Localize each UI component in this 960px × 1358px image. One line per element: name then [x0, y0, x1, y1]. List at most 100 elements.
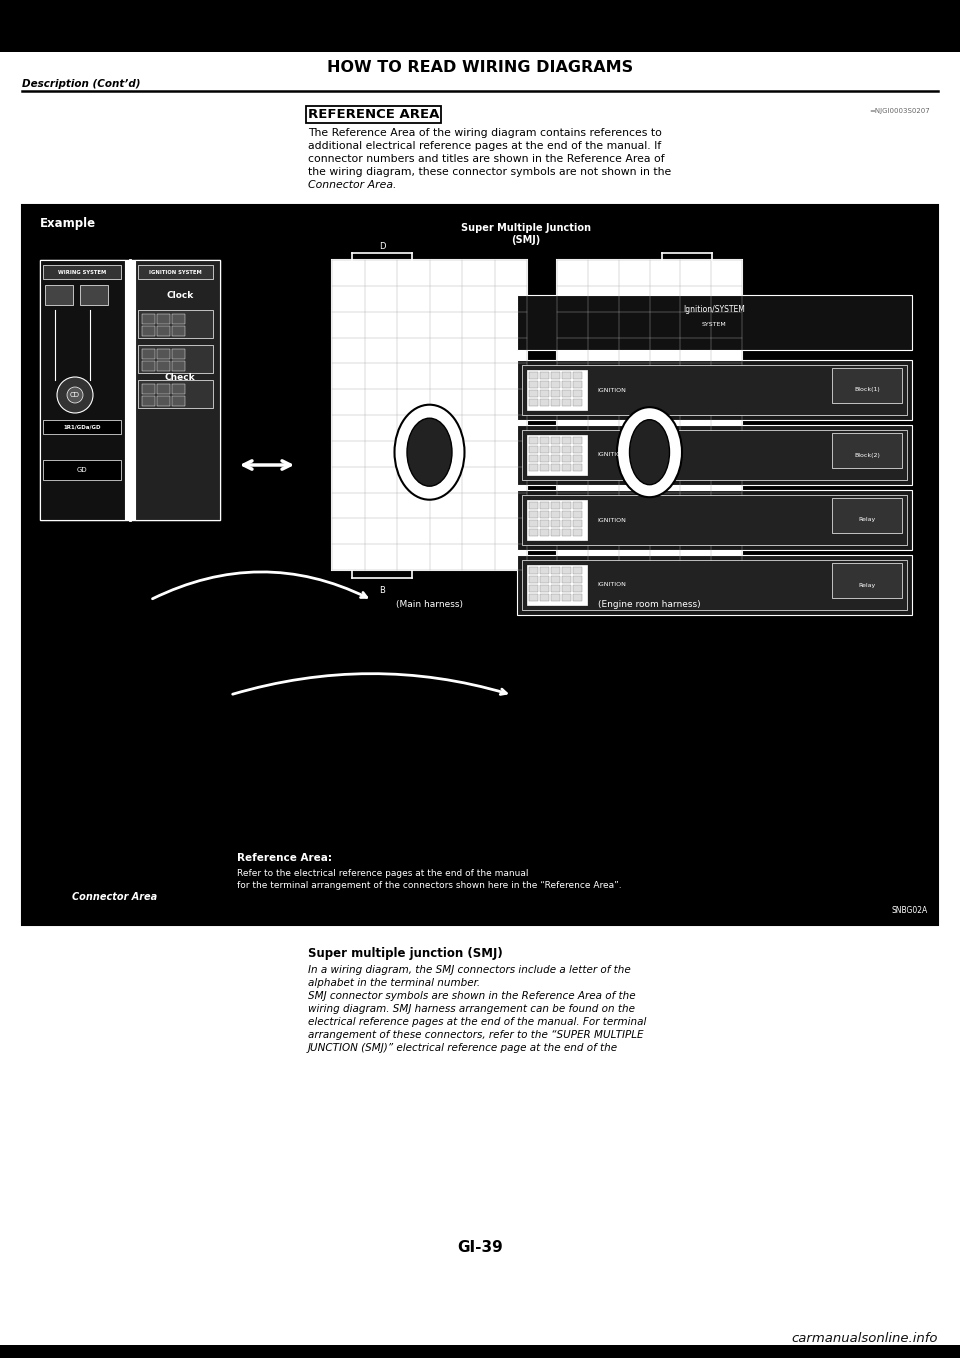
Bar — [562, 520, 571, 527]
Bar — [573, 585, 582, 592]
Bar — [540, 372, 549, 379]
Text: Connector Area: Connector Area — [72, 892, 157, 902]
Bar — [562, 502, 571, 509]
Bar — [540, 399, 549, 406]
Text: connector numbers and titles are shown in the Reference Area of: connector numbers and titles are shown i… — [308, 153, 664, 164]
Bar — [45, 285, 73, 306]
Text: Ignition/SYSTEM: Ignition/SYSTEM — [684, 306, 745, 315]
Bar — [529, 511, 538, 517]
Bar — [40, 259, 125, 520]
Bar — [43, 265, 121, 278]
Bar — [172, 314, 185, 325]
Bar — [540, 390, 549, 397]
Text: the wiring diagram, these connector symbols are not shown in the: the wiring diagram, these connector symb… — [308, 167, 671, 177]
Bar — [222, 845, 918, 910]
Bar — [522, 365, 907, 416]
Bar — [551, 382, 560, 388]
Bar — [157, 384, 170, 394]
Text: SMJ connector symbols are shown in the Reference Area of the: SMJ connector symbols are shown in the R… — [308, 991, 636, 1001]
Bar — [573, 390, 582, 397]
Text: Clock: Clock — [166, 291, 194, 300]
Bar — [142, 397, 155, 406]
Bar — [573, 382, 582, 388]
Text: =NJGI0003S0207: =NJGI0003S0207 — [869, 109, 930, 114]
Text: Super Multiple Junction: Super Multiple Junction — [461, 223, 590, 234]
Bar — [573, 530, 582, 536]
Bar — [527, 369, 587, 410]
Text: Super multiple junction (SMJ): Super multiple junction (SMJ) — [308, 947, 503, 960]
Text: D: D — [379, 242, 385, 251]
Bar — [562, 399, 571, 406]
Bar — [562, 530, 571, 536]
Bar — [562, 576, 571, 583]
Bar — [135, 259, 220, 520]
Bar — [157, 397, 170, 406]
Text: IGNITION: IGNITION — [597, 517, 626, 523]
Text: arrangement of these connectors, refer to the “SUPER MULTIPLE: arrangement of these connectors, refer t… — [308, 1029, 643, 1040]
Text: Block(1): Block(1) — [854, 387, 880, 392]
Bar — [551, 576, 560, 583]
Text: 1R1/GDa/GD: 1R1/GDa/GD — [63, 425, 101, 429]
Circle shape — [57, 378, 93, 413]
Bar — [832, 564, 902, 598]
Text: B: B — [379, 587, 385, 595]
Bar — [540, 593, 549, 602]
Text: IGNITION: IGNITION — [597, 452, 626, 458]
Circle shape — [67, 387, 83, 403]
Text: electrical reference pages at the end of the manual. For terminal: electrical reference pages at the end of… — [308, 1017, 646, 1027]
Text: REFERENCE AREA: REFERENCE AREA — [308, 109, 440, 121]
Bar — [551, 437, 560, 444]
Bar — [562, 511, 571, 517]
Bar — [832, 498, 902, 532]
Bar — [138, 310, 213, 338]
Bar — [573, 568, 582, 574]
Bar — [551, 390, 560, 397]
Bar — [573, 445, 582, 454]
Bar — [142, 326, 155, 335]
Bar — [529, 585, 538, 592]
Bar — [540, 455, 549, 462]
Bar — [157, 326, 170, 335]
Bar — [573, 511, 582, 517]
Bar — [540, 464, 549, 471]
Text: IGNITION: IGNITION — [597, 387, 626, 392]
Bar — [562, 382, 571, 388]
Bar — [529, 390, 538, 397]
Bar — [551, 399, 560, 406]
Bar — [551, 502, 560, 509]
Text: The Reference Area of the wiring diagram contains references to: The Reference Area of the wiring diagram… — [308, 128, 661, 139]
Bar — [172, 349, 185, 359]
Text: JUNCTION (SMJ)” electrical reference page at the end of the: JUNCTION (SMJ)” electrical reference pag… — [308, 1043, 618, 1052]
Bar — [529, 399, 538, 406]
Text: GD: GD — [77, 467, 87, 473]
Bar — [0, 1344, 960, 1358]
Text: Relay: Relay — [858, 583, 876, 588]
Bar — [573, 455, 582, 462]
Text: Example: Example — [40, 217, 96, 230]
Bar — [529, 445, 538, 454]
Text: Block(2): Block(2) — [854, 452, 880, 458]
Bar — [551, 520, 560, 527]
Bar — [43, 460, 121, 479]
Ellipse shape — [395, 405, 465, 500]
Bar — [551, 530, 560, 536]
Bar — [551, 585, 560, 592]
Text: Reference Area:: Reference Area: — [237, 853, 332, 862]
Bar — [517, 490, 912, 550]
Text: alphabet in the terminal number.: alphabet in the terminal number. — [308, 978, 480, 989]
Bar — [573, 502, 582, 509]
Bar — [529, 530, 538, 536]
Bar — [142, 314, 155, 325]
Bar — [551, 455, 560, 462]
Bar — [551, 372, 560, 379]
Bar — [562, 464, 571, 471]
Text: CD: CD — [70, 392, 80, 398]
Bar — [562, 585, 571, 592]
Bar — [540, 576, 549, 583]
Bar — [527, 435, 587, 475]
Bar — [517, 295, 912, 350]
Bar — [529, 593, 538, 602]
Bar — [562, 593, 571, 602]
Bar — [573, 372, 582, 379]
Bar — [80, 285, 108, 306]
